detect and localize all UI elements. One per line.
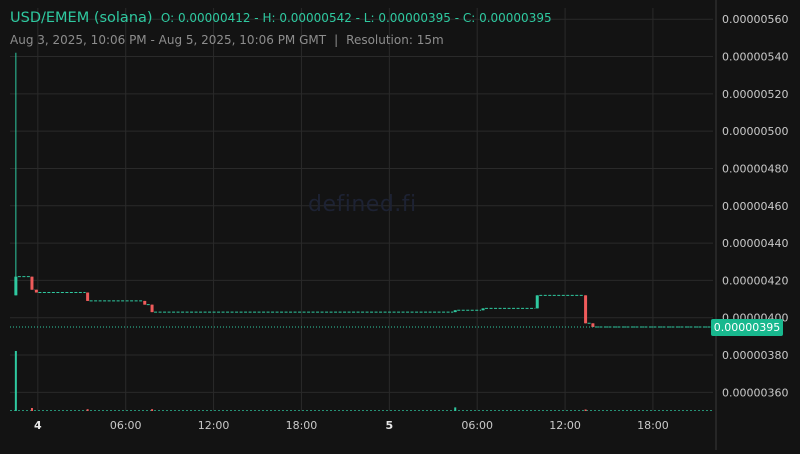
volume-bar	[454, 407, 457, 411]
y-tick-label: 0.00000540	[722, 51, 788, 64]
volume-bar	[86, 409, 89, 411]
x-tick-label: 06:00	[461, 419, 493, 432]
candle-body	[453, 310, 457, 313]
candle-body	[150, 304, 154, 313]
candle-body	[86, 292, 90, 301]
y-tick-label: 0.00000560	[722, 13, 788, 26]
y-tick-label: 0.00000440	[722, 237, 788, 250]
candle-body	[535, 295, 539, 309]
last-price-badge	[711, 319, 783, 337]
x-tick-label: 12:00	[549, 419, 581, 432]
x-tick-label: 06:00	[110, 419, 142, 432]
y-tick-label: 0.00000380	[722, 349, 788, 362]
y-tick-label: 0.00000480	[722, 162, 788, 175]
y-tick-label: 0.00000460	[722, 200, 788, 213]
candle-body	[34, 289, 38, 293]
chart-subheader: Aug 3, 2025, 10:06 PM - Aug 5, 2025, 10:…	[10, 33, 444, 47]
y-tick-label: 0.00000420	[722, 274, 788, 287]
volume-bar	[30, 408, 33, 411]
x-tick-label: 4	[34, 419, 42, 432]
y-tick-label: 0.00000520	[722, 88, 788, 101]
candle-body	[143, 300, 147, 305]
volume-bar	[14, 351, 17, 411]
candle-body	[591, 323, 595, 328]
x-tick-label: 18:00	[637, 419, 669, 432]
volume-bar	[151, 409, 154, 411]
date-range: Aug 3, 2025, 10:06 PM - Aug 5, 2025, 10:…	[10, 33, 327, 47]
last-price-label: 0.00000395	[714, 321, 780, 334]
x-tick-label: 5	[385, 419, 393, 432]
ohlc-readout: O: 0.00000412 - H: 0.00000542 - L: 0.000…	[160, 11, 552, 25]
pair-title: USD/EMEM (solana)	[10, 10, 153, 26]
y-tick-label: 0.00000500	[722, 125, 788, 138]
price-step-line	[17, 276, 713, 328]
candle-body	[481, 308, 485, 311]
volume-bar	[584, 409, 587, 411]
y-tick-label: 0.00000360	[722, 386, 788, 399]
separator: |	[334, 33, 339, 47]
candle-body	[14, 276, 18, 296]
resolution-label: Resolution: 15m	[346, 33, 444, 47]
watermark: defined.fi	[308, 192, 417, 217]
x-tick-label: 18:00	[286, 419, 318, 432]
chart-header: USD/EMEM (solana) O: 0.00000412 - H: 0.0…	[10, 10, 552, 26]
candle-body	[584, 295, 588, 324]
x-tick-label: 12:00	[198, 419, 230, 432]
candle-body	[30, 276, 34, 290]
